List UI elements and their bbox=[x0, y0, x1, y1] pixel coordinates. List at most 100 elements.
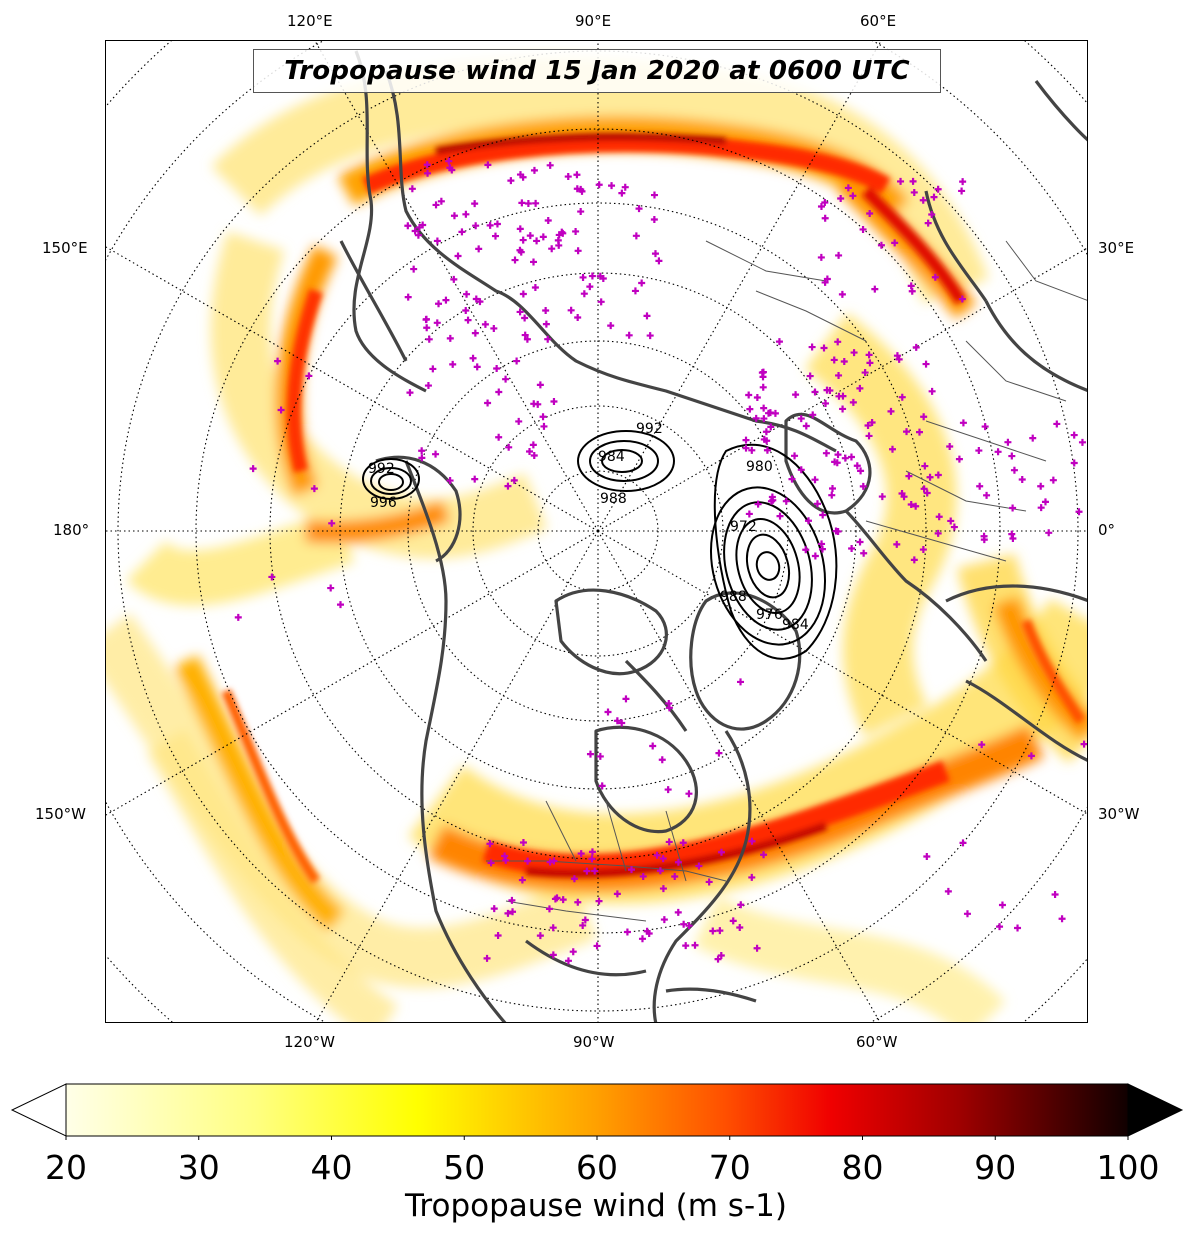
station-marker bbox=[834, 338, 842, 346]
station-marker bbox=[627, 866, 635, 874]
station-marker bbox=[450, 212, 458, 220]
station-marker bbox=[1058, 915, 1066, 923]
station-marker bbox=[607, 322, 615, 330]
colorbar-tick-label: 50 bbox=[443, 1148, 486, 1187]
station-marker bbox=[828, 491, 836, 499]
station-marker bbox=[665, 838, 673, 846]
station-marker bbox=[513, 357, 521, 365]
station-marker bbox=[433, 319, 441, 327]
station-marker bbox=[665, 699, 673, 707]
station-marker bbox=[671, 873, 679, 880]
contour-label: 980 bbox=[746, 459, 773, 475]
station-marker bbox=[946, 443, 954, 451]
station-marker bbox=[442, 296, 450, 304]
station-marker bbox=[429, 365, 437, 373]
station-marker bbox=[1009, 535, 1017, 543]
station-marker bbox=[717, 848, 725, 856]
station-marker bbox=[887, 407, 895, 415]
station-marker bbox=[454, 252, 462, 260]
station-marker bbox=[596, 272, 604, 280]
station-marker bbox=[919, 546, 927, 554]
station-marker bbox=[487, 859, 495, 867]
station-marker bbox=[679, 839, 687, 847]
station-marker bbox=[685, 790, 693, 798]
map-panel: 984 988 992 972 976 980 984 988 992 996 … bbox=[105, 40, 1088, 1023]
station-marker bbox=[530, 452, 538, 460]
station-marker bbox=[806, 372, 814, 380]
station-marker bbox=[919, 196, 927, 204]
colorbar-extend-max bbox=[1127, 1083, 1184, 1137]
station-marker bbox=[579, 921, 587, 929]
station-marker bbox=[861, 369, 869, 377]
station-marker bbox=[1010, 466, 1018, 474]
station-marker bbox=[1037, 482, 1045, 490]
station-marker bbox=[509, 908, 517, 916]
station-marker bbox=[524, 857, 532, 865]
station-marker bbox=[539, 413, 547, 421]
station-marker bbox=[542, 320, 550, 328]
map-title-box: Tropopause wind 15 Jan 2020 at 0600 UTC bbox=[253, 49, 941, 93]
station-marker bbox=[821, 199, 829, 207]
station-marker bbox=[623, 928, 631, 936]
station-marker bbox=[526, 232, 534, 240]
station-marker bbox=[570, 875, 578, 883]
station-marker bbox=[544, 216, 552, 224]
station-marker bbox=[841, 454, 849, 462]
station-marker bbox=[771, 409, 779, 417]
station-marker bbox=[791, 452, 799, 460]
station-marker bbox=[526, 447, 534, 455]
station-marker bbox=[983, 491, 991, 499]
station-marker bbox=[516, 308, 524, 316]
station-marker bbox=[922, 360, 930, 368]
station-marker bbox=[976, 482, 984, 490]
station-marker bbox=[549, 924, 557, 932]
contour-label: 992 bbox=[636, 421, 663, 437]
station-marker bbox=[891, 239, 899, 247]
station-marker bbox=[907, 282, 915, 290]
station-marker bbox=[595, 181, 603, 189]
station-marker bbox=[588, 272, 596, 280]
lon-label-60w: 60°W bbox=[856, 1033, 898, 1051]
station-marker bbox=[491, 232, 499, 240]
station-marker bbox=[422, 316, 430, 324]
station-marker bbox=[742, 444, 750, 452]
station-marker bbox=[486, 840, 494, 848]
station-marker bbox=[464, 316, 472, 324]
colorbar-tick-label: 100 bbox=[1096, 1148, 1160, 1187]
station-marker bbox=[674, 858, 682, 866]
colorbar-tick-label: 60 bbox=[576, 1148, 618, 1187]
station-marker bbox=[516, 171, 524, 179]
station-marker bbox=[754, 500, 762, 508]
station-marker bbox=[934, 471, 942, 479]
station-marker bbox=[835, 392, 843, 400]
station-marker bbox=[502, 856, 510, 864]
station-marker bbox=[618, 719, 626, 727]
station-marker bbox=[934, 185, 942, 193]
station-marker bbox=[912, 343, 920, 351]
lon-label-120w: 120°W bbox=[284, 1033, 335, 1051]
station-marker bbox=[745, 510, 753, 518]
station-marker bbox=[714, 955, 722, 963]
station-marker bbox=[748, 446, 756, 454]
station-marker bbox=[921, 462, 929, 470]
station-marker bbox=[462, 306, 470, 314]
station-marker bbox=[767, 423, 775, 431]
station-marker bbox=[856, 384, 864, 392]
station-marker bbox=[958, 187, 966, 195]
station-marker bbox=[849, 192, 857, 200]
station-marker bbox=[994, 448, 1002, 456]
station-marker bbox=[924, 219, 932, 227]
contour-label: 992 bbox=[368, 461, 395, 477]
station-marker bbox=[493, 220, 501, 228]
station-marker bbox=[660, 916, 668, 924]
station-marker bbox=[834, 527, 842, 535]
station-marker bbox=[1045, 529, 1053, 537]
station-marker bbox=[848, 544, 856, 552]
station-marker bbox=[1080, 740, 1087, 748]
station-marker bbox=[406, 389, 414, 397]
station-marker bbox=[871, 285, 879, 293]
station-marker bbox=[975, 447, 983, 455]
station-marker bbox=[536, 932, 544, 940]
station-marker bbox=[857, 467, 865, 475]
station-marker bbox=[508, 896, 516, 904]
